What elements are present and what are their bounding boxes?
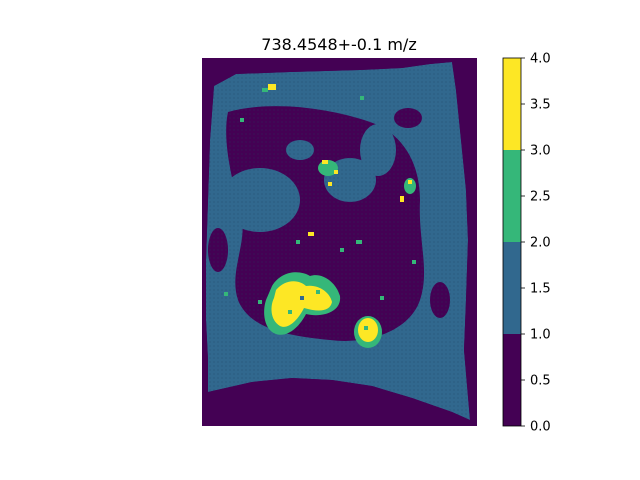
colorbar-bin-2 (503, 242, 521, 334)
colorbar-tick-label: 1.5 (530, 282, 551, 297)
chart-title: 738.4548+-0.1 m/z (261, 35, 416, 54)
colorbar-tick-label: 4.0 (530, 52, 551, 67)
colorbar-tick-label: 0.5 (530, 374, 551, 389)
colorbar-tick-label: 2.0 (530, 236, 551, 251)
hotspot-lower-left (264, 272, 341, 335)
colorbar-tick-label: 1.0 (530, 328, 551, 343)
colorbar-bin-1 (503, 334, 521, 426)
scattered-pixels (224, 84, 416, 304)
colorbar: 0.0 0.5 1.0 1.5 2.0 2.5 3.0 3.5 4.0 (502, 52, 551, 435)
colorbar-tick-label: 3.0 (530, 144, 551, 159)
heatmap-image (202, 58, 477, 426)
colorbar-tick-label: 2.5 (530, 190, 551, 205)
hotspot-right (404, 178, 416, 194)
colorbar-bin-4 (503, 58, 521, 150)
hotspot-upper-center (318, 160, 338, 186)
hotspot-lower-center (354, 316, 382, 348)
colorbar-bin-3 (503, 150, 521, 242)
colorbar-tick-label: 0.0 (530, 420, 551, 435)
colorbar-tick-label: 3.5 (530, 98, 551, 113)
pixel-grid (206, 62, 470, 420)
